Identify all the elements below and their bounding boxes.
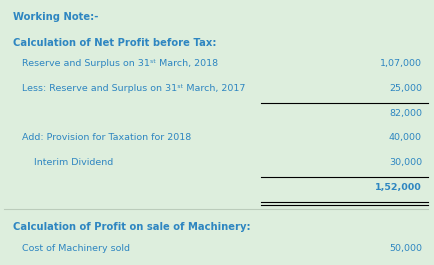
Text: 30,000: 30,000 xyxy=(388,158,421,167)
Text: 40,000: 40,000 xyxy=(388,133,421,142)
Text: 25,000: 25,000 xyxy=(388,84,421,93)
Text: 82,000: 82,000 xyxy=(388,109,421,118)
Text: 50,000: 50,000 xyxy=(388,244,421,253)
Text: Less: Reserve and Surplus on 31ˢᵗ March, 2017: Less: Reserve and Surplus on 31ˢᵗ March,… xyxy=(22,84,245,93)
Text: Calculation of Profit on sale of Machinery:: Calculation of Profit on sale of Machine… xyxy=(13,222,250,232)
Text: 1,52,000: 1,52,000 xyxy=(375,183,421,192)
Text: Interim Dividend: Interim Dividend xyxy=(22,158,113,167)
Text: Add: Provision for Taxation for 2018: Add: Provision for Taxation for 2018 xyxy=(22,133,191,142)
Text: Cost of Machinery sold: Cost of Machinery sold xyxy=(22,244,129,253)
Text: Calculation of Net Profit before Tax:: Calculation of Net Profit before Tax: xyxy=(13,38,216,48)
Text: Reserve and Surplus on 31ˢᵗ March, 2018: Reserve and Surplus on 31ˢᵗ March, 2018 xyxy=(22,59,217,68)
Text: 1,07,000: 1,07,000 xyxy=(379,59,421,68)
Text: Working Note:-: Working Note:- xyxy=(13,12,98,22)
